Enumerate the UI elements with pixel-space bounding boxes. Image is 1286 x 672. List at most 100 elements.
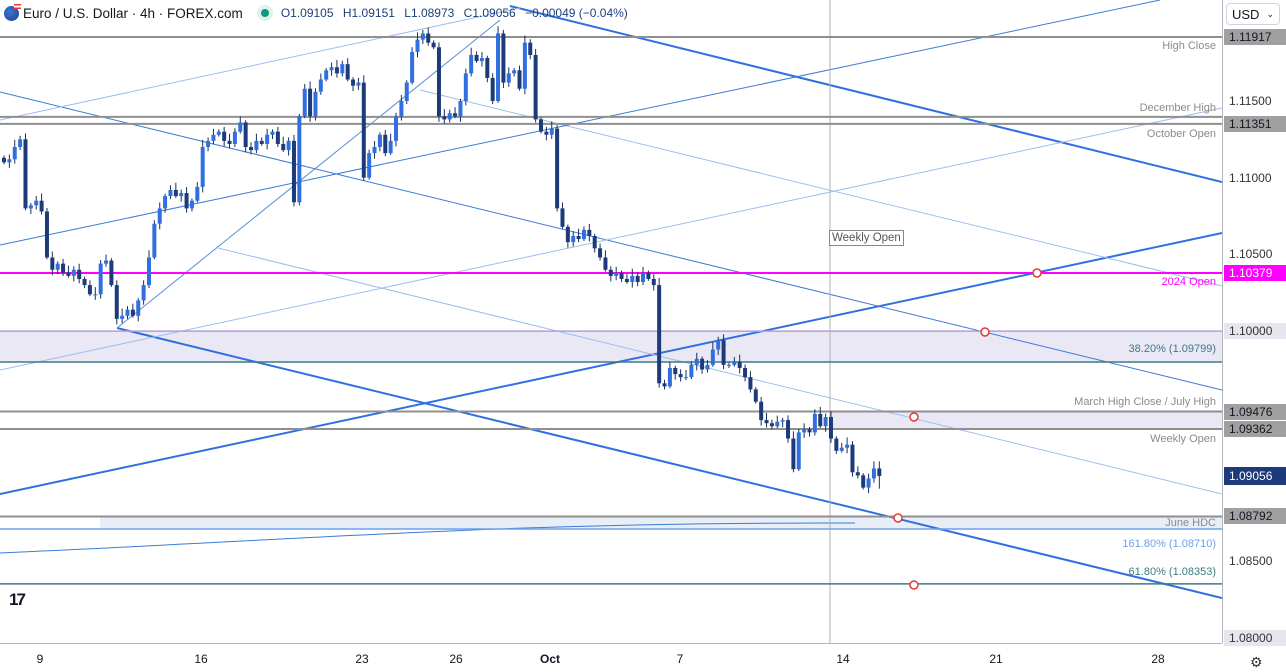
- candle-body: [469, 54, 474, 74]
- trendline: [116, 327, 1222, 599]
- ohlc-high: H1.09151: [342, 6, 395, 20]
- price-axis-tick: 1.10500: [1229, 247, 1273, 262]
- candle-body: [259, 140, 264, 144]
- level-label: June HDC: [1165, 517, 1216, 530]
- candle-body: [216, 131, 221, 135]
- candle-body: [743, 367, 748, 378]
- time-axis-tick: 28: [1151, 652, 1165, 666]
- candle-body: [834, 438, 839, 451]
- candle-body: [12, 147, 17, 160]
- candle-body: [157, 208, 162, 224]
- candle-body: [173, 189, 178, 197]
- price-axis-tick: 1.08500: [1229, 554, 1273, 569]
- candle-body: [28, 205, 33, 209]
- trendline: [0, 91, 1222, 391]
- candle-body: [50, 257, 55, 270]
- candle-body: [426, 33, 431, 43]
- trendline: [217, 247, 1222, 495]
- candle-body: [308, 88, 313, 117]
- candle-body: [7, 159, 12, 163]
- candle-body: [496, 33, 501, 101]
- candle-body: [630, 275, 635, 283]
- intersection-marker: [1032, 268, 1042, 278]
- candle-body: [657, 285, 662, 384]
- level-label: High Close: [1162, 40, 1216, 52]
- candle-body: [109, 260, 114, 286]
- candle-body: [372, 147, 377, 154]
- candle-body: [136, 300, 141, 316]
- candle-body: [694, 358, 699, 365]
- candle-body: [850, 444, 855, 473]
- candle-body: [812, 413, 817, 433]
- candle-body: [506, 73, 511, 83]
- chevron-down-icon: ⌄: [1266, 8, 1274, 19]
- settings-gear-icon[interactable]: ⚙: [1250, 654, 1263, 670]
- trendline: [0, 7, 521, 121]
- candle-body: [125, 309, 130, 316]
- candle-body: [549, 128, 554, 135]
- candle-body: [334, 67, 339, 74]
- candle-body: [238, 122, 243, 132]
- tradingview-logo[interactable]: 17: [9, 590, 26, 609]
- price-axis[interactable]: 1.11917 1.11351 1.10379 1.09476 1.09362 1.087…: [1222, 0, 1286, 646]
- market-status-indicator[interactable]: [256, 5, 273, 21]
- candle-body: [130, 309, 135, 316]
- candle-body: [232, 131, 237, 144]
- level-label: 161.80% (1.08710): [1122, 538, 1216, 551]
- candle-body: [678, 374, 683, 378]
- candle-body: [2, 157, 6, 163]
- candle-body: [179, 193, 184, 197]
- candle-body: [726, 364, 731, 366]
- candle-body: [560, 208, 565, 227]
- candle-body: [592, 235, 597, 249]
- currency-selector[interactable]: USD ⌄: [1226, 3, 1280, 25]
- candle-body: [458, 100, 463, 117]
- candle-body: [748, 377, 753, 390]
- candle-body: [463, 73, 468, 101]
- candle-body: [55, 263, 60, 270]
- price-axis-tick-boxed: 1.08000: [1224, 629, 1286, 646]
- intersection-marker: [909, 580, 919, 590]
- candle-body: [189, 200, 194, 209]
- candle-body: [641, 272, 646, 283]
- candle-body: [286, 140, 291, 151]
- candle-body: [716, 340, 721, 350]
- candle-body: [394, 116, 399, 141]
- time-axis-tick: 23: [355, 652, 369, 666]
- weekly-open-zone: [830, 411, 1222, 430]
- candle-body: [512, 70, 517, 74]
- level-label: October Open: [1146, 127, 1216, 140]
- candle-body: [377, 134, 382, 148]
- candle-body: [141, 285, 146, 301]
- time-axis[interactable]: 9 16 23 26 Oct 7 14 21 28: [0, 643, 1222, 672]
- symbol-title[interactable]: Euro / U.S. Dollar · 4h · FOREX.com: [23, 5, 243, 21]
- candle-body: [410, 51, 415, 83]
- candle-body: [624, 278, 629, 283]
- candle-body: [98, 263, 103, 295]
- candle-body: [796, 432, 801, 470]
- candle-body: [163, 196, 168, 209]
- candle-body: [786, 420, 791, 439]
- time-axis-tick: 16: [194, 652, 208, 666]
- candle-body: [351, 79, 356, 86]
- candle-body: [780, 420, 785, 422]
- candle-body: [828, 417, 833, 439]
- candle-body: [168, 189, 173, 197]
- weekly-open-marker-label: Weekly Open: [829, 230, 904, 246]
- level-label: Weekly Open: [1150, 433, 1216, 445]
- candle-body: [431, 42, 436, 48]
- candle-body: [667, 367, 672, 387]
- fib-zone: [0, 331, 1222, 362]
- june-hdc-zone: [100, 516, 1222, 530]
- price-chart-canvas[interactable]: [0, 0, 1222, 643]
- candle-body: [646, 272, 651, 279]
- candle-body: [845, 444, 850, 448]
- candle-body: [291, 140, 296, 203]
- price-axis-level-label: 1.11917: [1224, 29, 1286, 45]
- candle-body: [447, 113, 452, 120]
- candle-body: [651, 278, 656, 286]
- candle-body: [871, 468, 876, 479]
- candle-body: [861, 475, 866, 488]
- candle-body: [356, 82, 361, 86]
- candle-body: [775, 421, 780, 427]
